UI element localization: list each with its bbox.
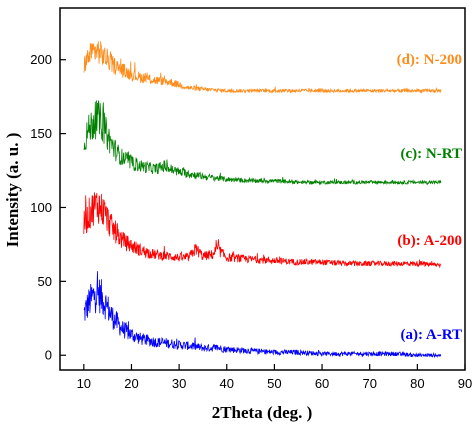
series-label-3: (c): N-RT	[400, 146, 462, 162]
y-tick-label: 200	[30, 52, 52, 67]
series-label-2: (b): A-200	[397, 233, 462, 249]
x-tick-label: 90	[458, 376, 472, 391]
plot-frame	[59, 7, 466, 371]
x-tick-label: 30	[172, 376, 186, 391]
x-tick-label: 70	[362, 376, 376, 391]
y-tick-label: 50	[38, 274, 52, 289]
y-tick-label: 100	[30, 200, 52, 215]
y-tick-label: 150	[30, 126, 52, 141]
x-axis-title: 2Theta (deg. )	[212, 403, 313, 422]
series-labels: (a): A-RT (b): A-200 (c): N-RT (d): N-200	[397, 52, 462, 343]
x-tick-label: 60	[315, 376, 329, 391]
x-tick-label: 80	[410, 376, 424, 391]
y-axis-title: Intensity (a. u. )	[3, 133, 22, 248]
x-tick-label: 50	[267, 376, 281, 391]
y-tick-label: 0	[45, 348, 52, 363]
series-line-4	[83, 41, 442, 94]
ticks-layer: 10 20 30 40 50 60 70 80 90 0 50 100 150 200	[30, 52, 472, 391]
series-layer	[83, 41, 442, 359]
series-line-1	[83, 271, 442, 359]
series-label-4: (d): N-200	[397, 52, 462, 68]
x-tick-label: 10	[77, 376, 91, 391]
series-line-3	[83, 100, 442, 186]
x-tick-label: 40	[220, 376, 234, 391]
x-tick-label: 20	[124, 376, 138, 391]
series-line-2	[83, 192, 442, 269]
series-label-1: (a): A-RT	[400, 327, 462, 343]
